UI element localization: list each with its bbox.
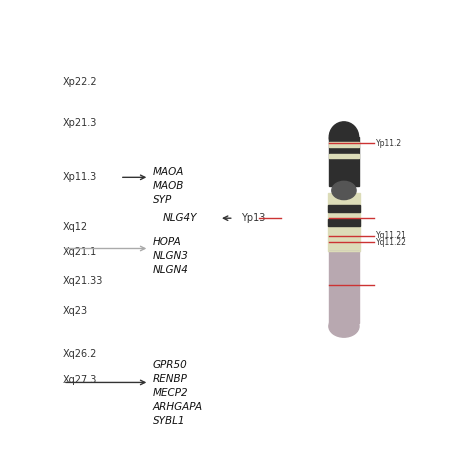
- Bar: [328, 205, 360, 212]
- Ellipse shape: [332, 182, 356, 200]
- Text: Xq23: Xq23: [63, 306, 88, 316]
- Text: SYBL1: SYBL1: [153, 416, 185, 426]
- Text: HOPA: HOPA: [153, 237, 182, 247]
- Text: Xq21.1: Xq21.1: [63, 247, 97, 257]
- Text: Yp11.2: Yp11.2: [376, 138, 402, 147]
- Text: Yp13: Yp13: [241, 213, 265, 223]
- Text: Xq27.3: Xq27.3: [63, 375, 97, 385]
- Text: Yq11.22: Yq11.22: [376, 238, 407, 247]
- Text: NLG4Y: NLG4Y: [163, 213, 197, 223]
- Text: Xq21.33: Xq21.33: [63, 276, 103, 286]
- Ellipse shape: [329, 122, 359, 153]
- Text: Xp21.3: Xp21.3: [63, 118, 97, 128]
- Text: ARHGAPA: ARHGAPA: [153, 402, 203, 412]
- Text: Xp22.2: Xp22.2: [63, 77, 98, 87]
- Bar: [329, 154, 359, 158]
- Text: RENBP: RENBP: [153, 374, 188, 384]
- Text: Xp11.3: Xp11.3: [63, 173, 97, 182]
- Text: Xq26.2: Xq26.2: [63, 349, 97, 359]
- Text: MECP2: MECP2: [153, 388, 189, 398]
- Ellipse shape: [329, 315, 359, 337]
- Text: MAOA: MAOA: [153, 167, 184, 177]
- Text: NLGN4: NLGN4: [153, 264, 189, 274]
- Bar: [328, 192, 360, 251]
- Text: MAOB: MAOB: [153, 181, 184, 191]
- Text: Xq12: Xq12: [63, 222, 88, 232]
- Text: Yq11.21: Yq11.21: [376, 231, 407, 240]
- Text: GPR50: GPR50: [153, 360, 188, 370]
- Bar: [329, 137, 359, 186]
- Bar: [329, 251, 359, 323]
- Text: NLGN3: NLGN3: [153, 251, 189, 261]
- Bar: [329, 142, 359, 147]
- Text: SYP: SYP: [153, 195, 172, 205]
- Bar: [328, 219, 360, 226]
